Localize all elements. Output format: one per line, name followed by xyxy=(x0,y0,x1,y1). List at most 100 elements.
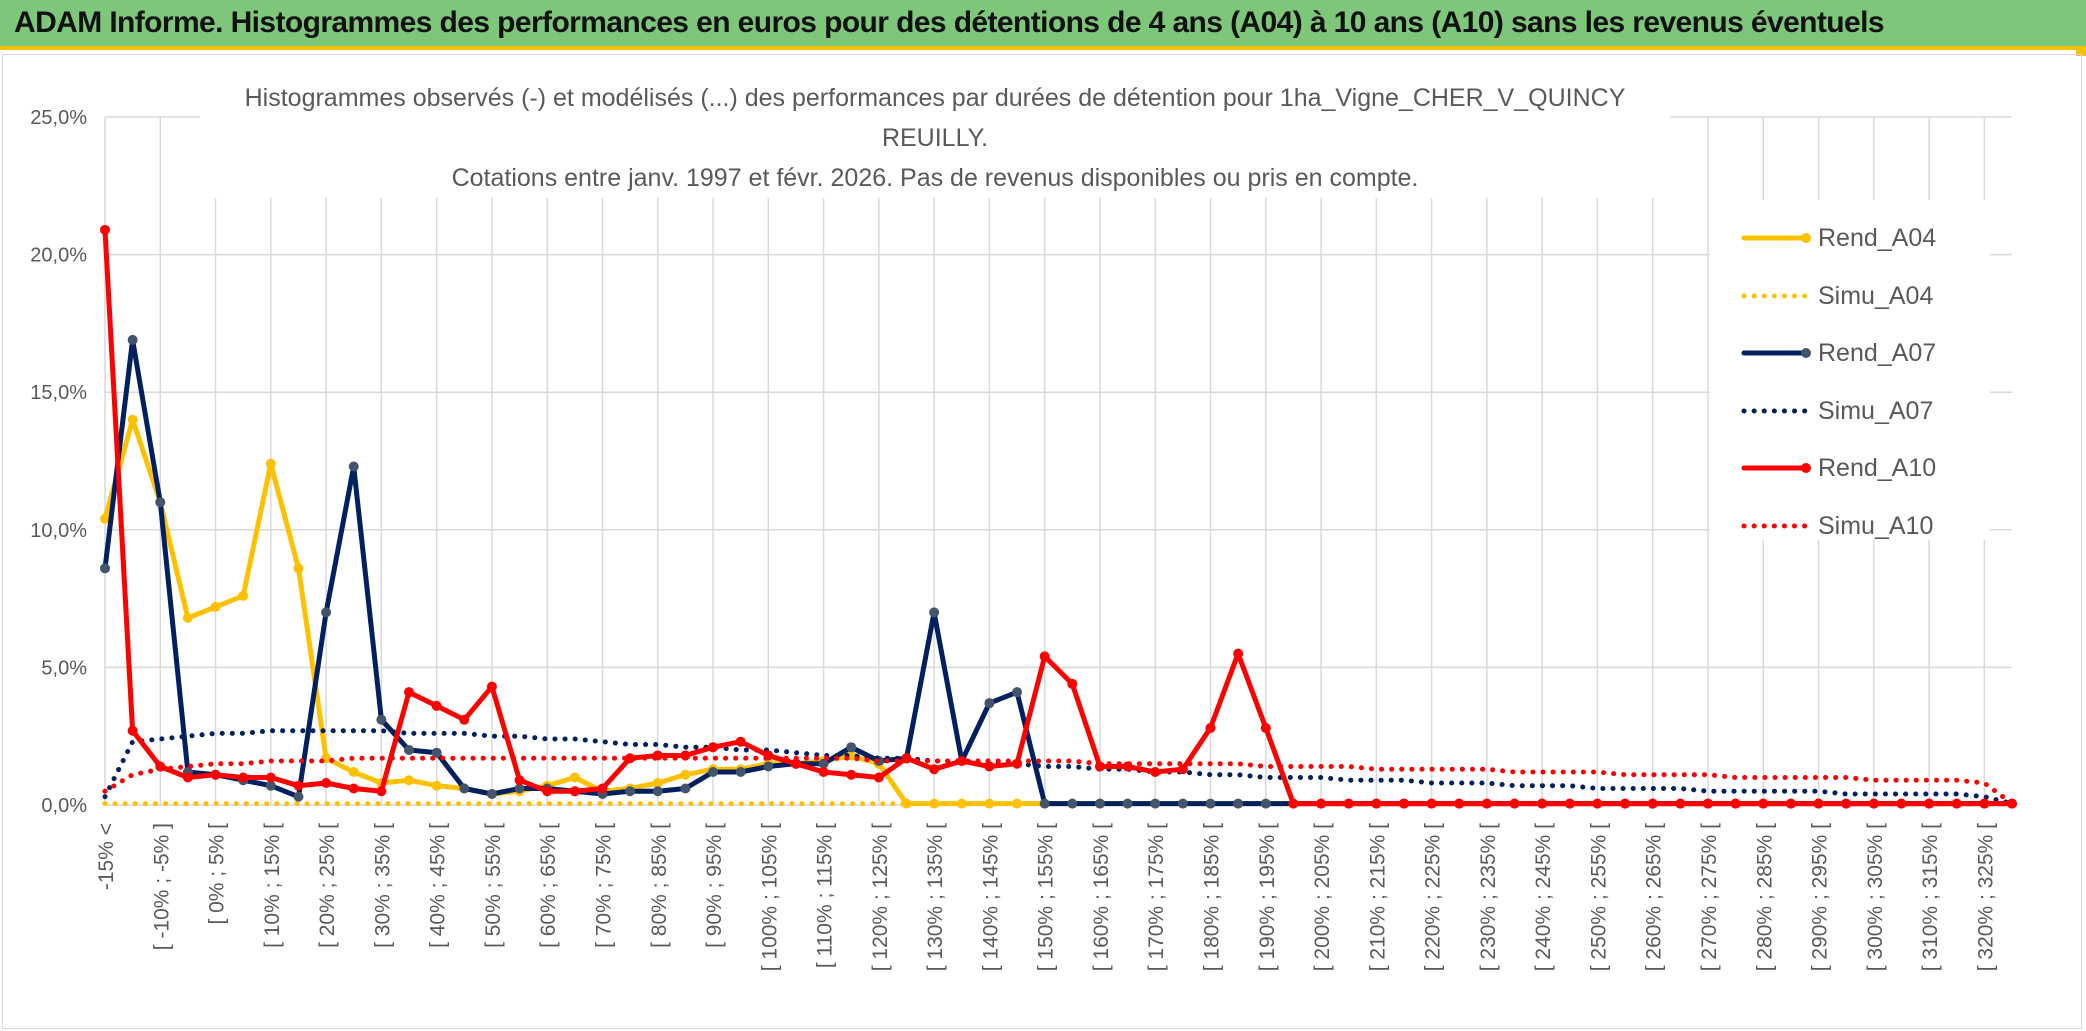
x-tick-label: [ 220% ; 225% [ xyxy=(1422,823,1445,971)
data-point xyxy=(1039,651,1050,662)
data-point xyxy=(1260,722,1271,733)
data-point xyxy=(321,777,332,788)
y-tick-label: 25,0% xyxy=(30,107,87,129)
data-point xyxy=(348,783,359,794)
data-point xyxy=(1260,798,1271,809)
data-point xyxy=(1620,798,1631,809)
data-point xyxy=(929,607,940,618)
data-point xyxy=(1398,798,1409,809)
x-tick-label: [ 290% ; 295% [ xyxy=(1809,823,1832,971)
legend-label: Simu_A10 xyxy=(1818,511,1934,540)
legend-label: Simu_A07 xyxy=(1818,396,1934,425)
data-point xyxy=(1924,798,1935,809)
data-point xyxy=(486,681,497,692)
legend-swatch xyxy=(1741,523,1809,528)
data-point xyxy=(1979,798,1990,809)
data-point xyxy=(569,786,580,797)
data-point xyxy=(514,775,525,786)
x-tick-label: [ 10% ; 15% [ xyxy=(261,823,284,948)
data-point xyxy=(846,742,857,753)
x-tick-label: [ 270% ; 275% [ xyxy=(1698,823,1721,971)
x-tick-label: [ 90% ; 95% [ xyxy=(703,823,726,948)
data-point xyxy=(625,753,636,764)
data-point xyxy=(1150,766,1161,777)
x-tick-label: [ 210% ; 215% [ xyxy=(1366,823,1389,971)
x-tick-label: [ 110% ; 115% [ xyxy=(814,823,837,968)
x-tick-label: [ 170% ; 175% [ xyxy=(1145,823,1168,971)
legend-marker xyxy=(1801,348,1811,358)
legend-item: Rend_A07 xyxy=(1740,335,1990,375)
series-line-simu_a10 xyxy=(102,755,2015,807)
x-tick-label: [ 230% ; 235% [ xyxy=(1477,823,1500,971)
data-point xyxy=(293,563,304,574)
data-point xyxy=(652,786,663,797)
legend-label: Simu_A04 xyxy=(1818,281,1934,310)
legend-label: Rend_A07 xyxy=(1818,339,1937,367)
page-title: ADAM Informe. Histogrammes des performan… xyxy=(14,6,1885,39)
data-point xyxy=(763,761,774,772)
data-point xyxy=(818,766,829,777)
legend-marker xyxy=(1801,463,1811,473)
data-point xyxy=(873,772,884,783)
data-point xyxy=(514,783,525,794)
data-point xyxy=(652,777,663,788)
y-tick-label: 5,0% xyxy=(41,657,87,679)
data-point xyxy=(1205,798,1216,809)
x-tick-label: [ 70% ; 75% [ xyxy=(592,823,615,948)
legend-label: Rend_A10 xyxy=(1818,454,1937,482)
data-point xyxy=(708,766,719,777)
data-point xyxy=(348,461,359,472)
y-tick-label: 0,0% xyxy=(41,795,87,817)
chart-title-line1: Histogrammes observés (-) et modélisés (… xyxy=(244,84,1626,152)
data-point xyxy=(901,798,912,809)
legend-label: Rend_A04 xyxy=(1818,224,1937,252)
x-tick-label: [ 190% ; 195% [ xyxy=(1256,823,1279,971)
data-point xyxy=(1868,798,1879,809)
data-point xyxy=(846,769,857,780)
data-point xyxy=(100,563,110,574)
x-tick-label: [ 320% ; 325% [ xyxy=(1974,823,1997,971)
legend-item: Rend_A10 xyxy=(1740,450,1990,490)
data-point xyxy=(1012,798,1023,809)
data-point xyxy=(1675,798,1686,809)
data-point xyxy=(1205,722,1216,733)
data-point xyxy=(1039,798,1050,809)
data-point xyxy=(404,775,415,786)
series-line-simu_a07 xyxy=(102,728,2015,807)
legend-item: Simu_A04 xyxy=(1740,278,1990,318)
data-point xyxy=(265,780,276,791)
x-tick-label: [ 280% ; 285% [ xyxy=(1753,823,1776,971)
legend-swatch xyxy=(1741,408,1809,413)
chart-legend: Rend_A04 Simu_A04 Rend_A07 Simu_A07 Rend_A10… xyxy=(1710,200,1990,540)
x-tick-label: [ 180% ; 185% [ xyxy=(1201,823,1224,971)
data-point xyxy=(127,414,138,425)
legend-swatch xyxy=(1741,463,1811,473)
data-point xyxy=(1150,798,1161,809)
data-point xyxy=(431,700,442,711)
x-tick-label: [ 130% ; 135% [ xyxy=(924,823,947,971)
data-point xyxy=(1177,798,1188,809)
chart-title: Histogrammes observés (-) et modélisés (… xyxy=(200,78,1670,198)
legend-swatch xyxy=(1741,348,1811,358)
x-tick-label: [ 60% ; 65% [ xyxy=(537,823,560,948)
data-point xyxy=(1758,798,1769,809)
data-point xyxy=(404,687,415,698)
x-tick-label: [ 20% ; 25% [ xyxy=(316,823,339,948)
data-point xyxy=(1730,798,1741,809)
series-line-rend_a10 xyxy=(102,227,2015,807)
data-point xyxy=(735,766,746,777)
data-point xyxy=(1371,798,1382,809)
data-point xyxy=(818,758,829,769)
data-point xyxy=(1537,798,1548,809)
legend-swatch xyxy=(1741,293,1809,298)
data-point xyxy=(431,780,442,791)
header-bar: ADAM Informe. Histogrammes des performan… xyxy=(0,0,2086,50)
data-point xyxy=(348,766,359,777)
data-point xyxy=(929,764,940,775)
data-point xyxy=(210,769,221,780)
data-point xyxy=(1785,798,1796,809)
data-point xyxy=(100,513,110,524)
x-tick-label: [ 250% ; 255% [ xyxy=(1587,823,1610,971)
data-point xyxy=(182,772,193,783)
